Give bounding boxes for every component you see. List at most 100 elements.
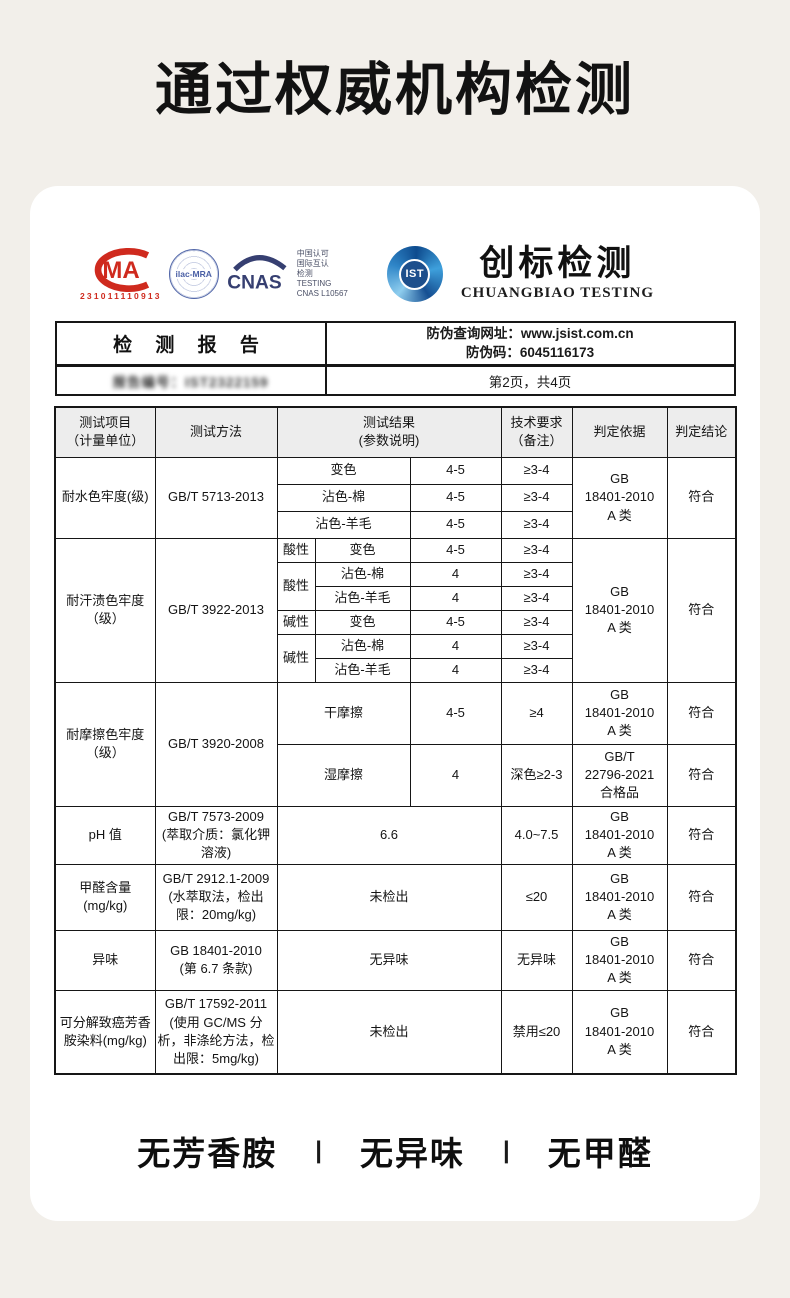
cell-sweat-basis: GB 18401-2010 A 类 bbox=[571, 537, 668, 683]
cell-sweat-conclusion: 符合 bbox=[666, 537, 737, 683]
ist-abbr: IST bbox=[399, 258, 431, 290]
result-value: 4-5 bbox=[409, 456, 502, 485]
table-row: 耐摩擦色牢度 （级） GB/T 3920-2008 干摩擦 4-5 ≥4 GB … bbox=[54, 681, 737, 807]
basis-value: GB 18401-2010 A 类 bbox=[571, 805, 668, 865]
cell-item: 甲醛含量 (mg/kg) bbox=[54, 863, 156, 931]
cell-water-method: GB/T 5713-2013 bbox=[154, 456, 278, 539]
cell-water-basis: GB 18401-2010 A 类 bbox=[571, 456, 668, 539]
cell-water-item: 耐水色牢度(级) bbox=[54, 456, 156, 539]
requirement-value: ≥4 bbox=[500, 681, 573, 745]
svg-text:CNAS: CNAS bbox=[227, 273, 282, 294]
result-param: 沾色-羊毛 bbox=[276, 510, 411, 539]
table-row: 异味 GB 18401-2010 (第 6.7 条款) 无异味 无异味 GB 1… bbox=[54, 929, 737, 991]
cell-friction-item: 耐摩擦色牢度 （级） bbox=[54, 681, 156, 807]
report-title: 检 测 报 告 bbox=[57, 323, 327, 364]
conclusion-value: 符合 bbox=[666, 929, 737, 991]
requirement-value: 禁用≤20 bbox=[500, 989, 573, 1075]
result-param: 变色 bbox=[314, 537, 411, 563]
result-sublabel: 碱性 bbox=[276, 633, 316, 683]
cell-sweat-item: 耐汗渍色牢度 （级） bbox=[54, 537, 156, 683]
result-value: 6.6 bbox=[276, 805, 502, 865]
conclusion-value: 符合 bbox=[666, 681, 737, 745]
requirement-value: ≥3-4 bbox=[500, 510, 573, 539]
conclusion-value: 符合 bbox=[666, 805, 737, 865]
table-row: 沾色-羊毛 4-5 ≥3-4 bbox=[55, 510, 736, 539]
col-header-method: 测试方法 bbox=[154, 406, 278, 458]
conclusion-value: 符合 bbox=[666, 989, 737, 1075]
cell-item: 异味 bbox=[54, 929, 156, 991]
table-row: 湿摩擦 4 深色≥2-3 GB/T 22796-2021 合格品 符合 bbox=[55, 743, 737, 807]
certification-logos: MA 231011110913 ilac-MRA CNAS 中国认可 国际互认 … bbox=[80, 247, 348, 301]
result-value: 4 bbox=[409, 743, 502, 807]
lab-name: 创标检测 CHUANGBIAO TESTING bbox=[461, 243, 654, 303]
table-row: 碱性 沾色-棉 4 ≥3-4 bbox=[55, 633, 736, 683]
result-value: 4 bbox=[409, 585, 502, 611]
result-value: 未检出 bbox=[276, 863, 502, 931]
logos-row: MA 231011110913 ilac-MRA CNAS 中国认可 国际互认 … bbox=[54, 242, 736, 306]
lab-brand: IST 创标检测 CHUANGBIAO TESTING bbox=[386, 243, 654, 303]
cma-number: 231011110913 bbox=[80, 291, 162, 301]
cell-method: GB 18401-2010 (第 6.7 条款) bbox=[154, 929, 278, 991]
result-value: 无异味 bbox=[276, 929, 502, 991]
slogan-no-odor: 无异味 bbox=[360, 1135, 465, 1172]
result-param: 沾色-棉 bbox=[314, 561, 411, 587]
result-sublabel: 酸性 bbox=[276, 561, 316, 611]
table-row: 耐汗渍色牢度 （级） GB/T 3922-2013 酸性 变色 4-5 ≥3-4… bbox=[54, 537, 737, 683]
col-header-item: 测试项目 （计量单位） bbox=[54, 406, 156, 458]
result-param: 变色 bbox=[314, 609, 411, 635]
accreditation-text: 中国认可 国际互认 检测 TESTING CNAS L10567 bbox=[296, 249, 348, 298]
lab-name-cn: 创标检测 bbox=[479, 243, 636, 283]
requirement-value: ≤20 bbox=[500, 863, 573, 931]
table-row: 酸性 沾色-棉 4 ≥3-4 bbox=[55, 561, 736, 611]
result-value: 4 bbox=[409, 657, 502, 683]
report-card: MA 231011110913 ilac-MRA CNAS 中国认可 国际互认 … bbox=[30, 186, 760, 1221]
result-param: 沾色-羊毛 bbox=[314, 585, 411, 611]
col-header-requirement: 技术要求 （备注） bbox=[500, 406, 573, 458]
result-value: 4-5 bbox=[409, 681, 502, 745]
test-results-table: 测试项目 （计量单位） 测试方法 测试结果 (参数说明) 技术要求 （备注） 判… bbox=[54, 406, 737, 1075]
result-param: 沾色-棉 bbox=[276, 483, 411, 512]
col-header-result: 测试结果 (参数说明) bbox=[276, 406, 502, 458]
cell-method: GB/T 17592-2011 (使用 GC/MS 分析，非涤纶方法，检出限：5… bbox=[154, 989, 278, 1075]
requirement-value: 深色≥2-3 bbox=[500, 743, 573, 807]
requirement-value: ≥3-4 bbox=[500, 609, 573, 635]
slogan-no-formaldehyde: 无甲醛 bbox=[547, 1135, 653, 1172]
result-value: 4 bbox=[409, 561, 502, 587]
requirement-value: ≥3-4 bbox=[500, 657, 573, 683]
requirement-value: 无异味 bbox=[500, 929, 573, 991]
slogan-divider: | bbox=[503, 1137, 510, 1164]
cma-mark-icon: MA bbox=[94, 248, 149, 292]
ist-logo-icon: IST bbox=[386, 246, 443, 302]
result-value: 4-5 bbox=[409, 537, 502, 563]
cell-method: GB/T 2912.1-2009 (水萃取法，检出限：20mg/kg) bbox=[154, 863, 278, 931]
requirement-value: ≥3-4 bbox=[500, 633, 573, 659]
cell-method: GB/T 7573-2009 (萃取介质：氯化钾溶液) bbox=[154, 805, 278, 865]
slogan-divider: | bbox=[315, 1137, 322, 1164]
page-title: 通过权威机构检测 bbox=[155, 58, 635, 122]
table-row: 耐水色牢度(级) GB/T 5713-2013 变色 4-5 ≥3-4 GB 1… bbox=[54, 456, 737, 539]
cell-item: 可分解致癌芳香 胺染料(mg/kg) bbox=[54, 989, 156, 1075]
table-row: 甲醛含量 (mg/kg) GB/T 2912.1-2009 (水萃取法，检出限：… bbox=[54, 863, 737, 931]
page-number-info: 第2页，共4页 bbox=[488, 374, 572, 390]
basis-value: GB 18401-2010 A 类 bbox=[571, 863, 668, 931]
ilac-mra-label: ilac-MRA bbox=[174, 269, 213, 279]
conclusion-value: 符合 bbox=[666, 743, 737, 807]
cell-friction-method: GB/T 3920-2008 bbox=[154, 681, 278, 807]
conclusion-value: 符合 bbox=[666, 863, 737, 931]
result-param: 沾色-羊毛 bbox=[314, 657, 411, 683]
table-row: 可分解致癌芳香 胺染料(mg/kg) GB/T 17592-2011 (使用 G… bbox=[54, 989, 737, 1075]
table-row: 碱性 变色 4-5 ≥3-4 bbox=[55, 609, 736, 635]
report-number-blurred: 报告编号：IST2322159 bbox=[112, 374, 269, 390]
table-row: pH 值 GB/T 7573-2009 (萃取介质：氯化钾溶液) 6.6 4.0… bbox=[54, 805, 737, 865]
basis-value: GB 18401-2010 A 类 bbox=[571, 681, 668, 745]
requirement-value: ≥3-4 bbox=[500, 561, 573, 587]
requirement-value: ≥3-4 bbox=[500, 483, 573, 512]
result-param: 沾色-棉 bbox=[314, 633, 411, 659]
result-param: 干摩擦 bbox=[276, 681, 411, 745]
footer-slogans: 无芳香胺 | 无异味 | 无甲醛 bbox=[54, 1127, 736, 1175]
basis-value: GB 18401-2010 A 类 bbox=[571, 989, 668, 1075]
cma-logo: MA 231011110913 bbox=[80, 247, 162, 301]
basis-value: GB/T 22796-2021 合格品 bbox=[571, 743, 668, 807]
result-value: 4-5 bbox=[409, 609, 502, 635]
antifake-info: 防伪查询网址：www.jsist.com.cn 防伪码：6045116173 bbox=[327, 323, 734, 364]
